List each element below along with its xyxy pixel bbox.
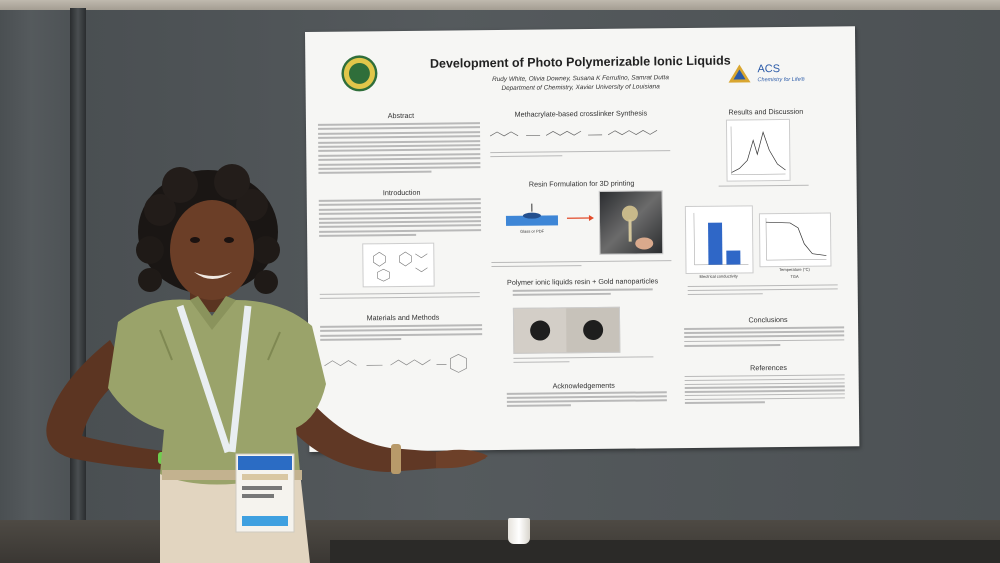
conference-badge <box>235 453 295 533</box>
presenter-belt <box>162 470 302 480</box>
presenter-lanyard <box>176 304 252 454</box>
introduction-structure-figure <box>362 242 435 288</box>
presenter-face <box>170 200 254 300</box>
materials-reaction-scheme <box>324 354 467 373</box>
crosslinker-synthesis-scheme <box>489 130 658 137</box>
presenter-bracelet <box>391 444 401 474</box>
presenter-hand <box>436 449 488 469</box>
electrical-conductivity-chart <box>684 205 754 275</box>
printed-sample-photo <box>598 190 664 255</box>
tga-chart <box>758 212 832 268</box>
presenter-smile <box>194 272 232 279</box>
ir-spectrum-chart <box>725 118 791 182</box>
gold-nanoparticle-samples-photo <box>512 306 621 354</box>
paper-cup <box>508 518 530 544</box>
resin-glass-figure: Glass or PDF <box>502 201 562 238</box>
research-poster: Development of Photo Polymerizable Ionic… <box>305 26 860 452</box>
table-edge <box>330 540 1000 563</box>
acs-logo-icon <box>728 64 751 83</box>
presenter-left-arm <box>46 340 172 470</box>
resin-arrow-icon <box>566 215 594 222</box>
presenter-right-arm <box>292 388 486 472</box>
display-board-left <box>0 10 78 563</box>
presenter-shirt <box>108 299 326 491</box>
